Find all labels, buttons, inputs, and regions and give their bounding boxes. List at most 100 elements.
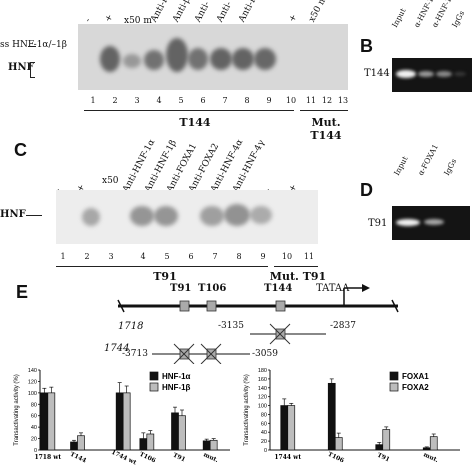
gel-band (166, 38, 188, 72)
lane-number: 7 (212, 252, 218, 261)
bar (77, 435, 85, 451)
site-label-t106: T106 (198, 283, 227, 294)
promoter-break (391, 299, 399, 313)
gel-band (418, 71, 434, 77)
x-tick-label: T91 (376, 452, 391, 464)
bar (429, 436, 438, 451)
legend-swatch (149, 371, 159, 381)
lane-number: 12 (321, 96, 333, 105)
tss-arrowhead (362, 284, 370, 292)
site-box-t91 (179, 300, 190, 312)
construct-1744-left: -3713 (122, 349, 148, 359)
bar (40, 392, 49, 451)
construct-1718-right: -2837 (330, 321, 356, 331)
bar (115, 392, 124, 451)
panel-c-gel (56, 190, 318, 244)
gel-band (210, 48, 232, 70)
bar (334, 437, 343, 451)
legend-swatch (149, 382, 159, 392)
bar (202, 440, 211, 451)
lane-number: 1 (90, 96, 96, 105)
lane-number: 6 (200, 96, 206, 105)
lane-label: Anti-F (237, 0, 260, 25)
lane-label: + (287, 12, 300, 24)
gel-band (100, 46, 120, 72)
panel-a-arrow (28, 46, 36, 47)
mutation-cross (269, 323, 291, 345)
legend-swatch (389, 382, 399, 392)
y-tick-label: 100 (28, 391, 37, 397)
bar (178, 415, 186, 451)
y-tick-label: 80 (31, 402, 37, 408)
lane-number: 11 (305, 96, 317, 105)
lane-number: 9 (260, 252, 266, 261)
legend-swatch (389, 371, 399, 381)
y-tick-label: 100 (258, 404, 267, 410)
panel-a-group-label: T144 (179, 116, 211, 129)
lane-number: 9 (266, 96, 272, 105)
panel-c-arrow (26, 215, 42, 216)
gel-band (200, 206, 224, 226)
x-tick-label: 1744 wt (274, 454, 301, 461)
x-tick-label: T106 (138, 451, 156, 465)
construct-1744-label: 1744 (104, 343, 130, 354)
lane-number: 13 (337, 96, 349, 105)
construct-1718-label: 1718 (118, 321, 144, 332)
legend-label: HNF-1β (162, 383, 191, 392)
lane-number: 10 (281, 252, 293, 261)
x-tick-label: 1744 wt (110, 449, 137, 467)
gel-band (436, 71, 452, 77)
x-tick-label: T144 (69, 451, 87, 465)
bar (171, 412, 179, 451)
mutation-cross (173, 343, 195, 364)
construct-1718-left: -3135 (218, 321, 244, 331)
bar (422, 447, 431, 451)
mutation-cross (200, 343, 222, 364)
y-tick-label: 20 (261, 439, 267, 445)
panel-a-mut-line (300, 110, 348, 111)
lane-number: 10 (285, 96, 297, 105)
panel-a-group-line (84, 110, 294, 111)
lane-label: - (83, 16, 94, 24)
lane-number: 4 (156, 96, 162, 105)
lane-number: 8 (244, 96, 250, 105)
gel-band (123, 54, 141, 68)
tata-label: TATAA (316, 283, 350, 294)
y-tick-label: 140 (28, 368, 37, 374)
lane-number: 6 (188, 252, 194, 261)
y-tick-label: 0 (264, 448, 267, 454)
lane-number: 5 (164, 252, 170, 261)
gel-band (154, 206, 178, 226)
legend-label: HNF-1α (162, 372, 191, 381)
y-tick-label: 60 (31, 414, 37, 420)
bar (70, 441, 78, 451)
y-tick-label: 120 (28, 379, 37, 385)
lane-number: 8 (236, 252, 242, 261)
site-label-t144: T144 (264, 283, 293, 294)
lane-number: 4 (140, 252, 146, 261)
panel-b-gel (392, 58, 472, 92)
site-label-t91: T91 (170, 283, 192, 294)
panel-a-bracket (30, 62, 35, 78)
bar (375, 444, 384, 451)
y-axis-label: Transactivating activity (%) (14, 374, 20, 445)
gel-band (250, 206, 272, 224)
gel-band (188, 48, 208, 70)
y-tick-label: 60 (261, 421, 267, 427)
promoter-break (117, 299, 125, 313)
gel-band (454, 72, 466, 76)
y-axis-label: Transactivating activity (%) (244, 374, 250, 445)
panel-c-hnf-label: HNF (0, 209, 26, 220)
gel-band (130, 206, 154, 226)
bar (287, 405, 296, 451)
gel-band (254, 48, 276, 70)
y-tick-label: 40 (31, 425, 37, 431)
lane-number: 3 (108, 252, 114, 261)
gel-band (224, 204, 250, 226)
panel-c-mut-label: Mut. T91 (269, 270, 327, 283)
panel-b-row-label: T144 (364, 68, 390, 79)
lane-label: Input (392, 154, 410, 177)
lane-number: 2 (84, 252, 90, 261)
y-tick-label: 80 (261, 412, 267, 418)
lane-label: Anti- (215, 0, 235, 24)
